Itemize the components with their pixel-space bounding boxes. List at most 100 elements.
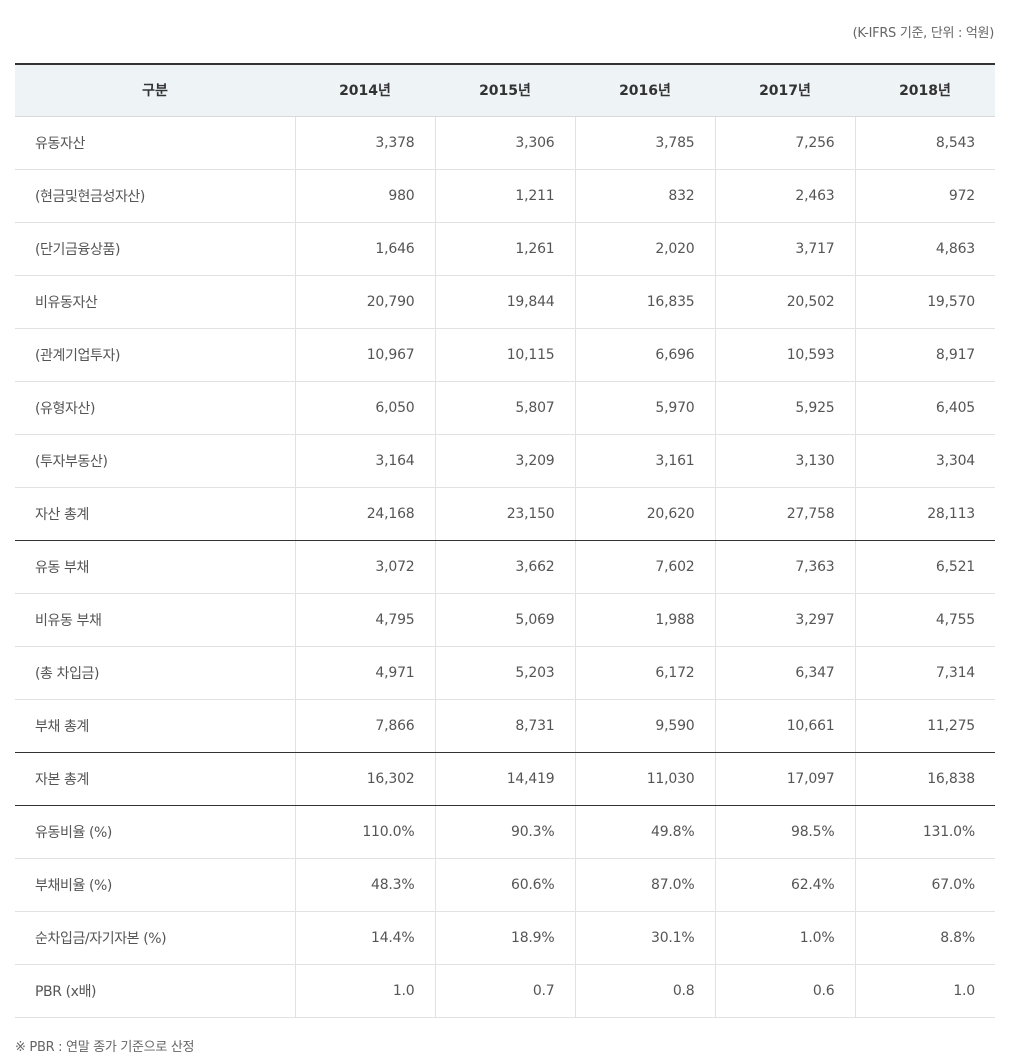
- row-value: 14,419: [434, 752, 575, 806]
- header-2014: 2014년: [295, 63, 435, 117]
- row-value: 20,790: [294, 275, 435, 329]
- row-value: 131.0%: [854, 805, 995, 859]
- row-value: 6,172: [574, 646, 715, 700]
- row-value: 20,502: [714, 275, 855, 329]
- row-value: 0.8: [574, 964, 715, 1018]
- row-value: 19,570: [854, 275, 995, 329]
- row-value: 8,917: [854, 328, 995, 382]
- row-label: (현금및현금성자산): [15, 169, 295, 223]
- row-value: 3,662: [434, 540, 575, 594]
- row-value: 3,072: [294, 540, 435, 594]
- header-2015: 2015년: [435, 63, 575, 117]
- table-row: 자본 총계 16,302 14,419 11,030 17,097 16,838: [15, 752, 995, 806]
- row-value: 4,863: [854, 222, 995, 276]
- row-value: 19,844: [434, 275, 575, 329]
- row-value: 8,543: [854, 116, 995, 170]
- table-row: (관계기업투자) 10,967 10,115 6,696 10,593 8,917: [15, 328, 995, 382]
- row-value: 1,211: [434, 169, 575, 223]
- row-value: 28,113: [854, 487, 995, 541]
- row-value: 6,696: [574, 328, 715, 382]
- row-label: (총 차입금): [15, 646, 295, 700]
- row-value: 60.6%: [434, 858, 575, 912]
- row-label: 자본 총계: [15, 752, 295, 806]
- row-value: 6,347: [714, 646, 855, 700]
- row-value: 30.1%: [574, 911, 715, 965]
- table-row: 유동비율 (%) 110.0% 90.3% 49.8% 98.5% 131.0%: [15, 805, 995, 859]
- row-value: 3,209: [434, 434, 575, 488]
- row-value: 10,967: [294, 328, 435, 382]
- row-value: 5,203: [434, 646, 575, 700]
- header-2018: 2018년: [855, 63, 995, 117]
- row-value: 7,256: [714, 116, 855, 170]
- row-value: 17,097: [714, 752, 855, 806]
- table-row: 부채 총계 7,866 8,731 9,590 10,661 11,275: [15, 699, 995, 753]
- row-value: 10,593: [714, 328, 855, 382]
- table-row: 비유동 부채 4,795 5,069 1,988 3,297 4,755: [15, 593, 995, 647]
- row-value: 48.3%: [294, 858, 435, 912]
- row-value: 5,970: [574, 381, 715, 435]
- row-value: 3,717: [714, 222, 855, 276]
- row-value: 4,755: [854, 593, 995, 647]
- row-label: 자산 총계: [15, 487, 295, 541]
- row-value: 980: [294, 169, 435, 223]
- row-value: 67.0%: [854, 858, 995, 912]
- row-value: 4,971: [294, 646, 435, 700]
- row-value: 2,020: [574, 222, 715, 276]
- row-value: 5,925: [714, 381, 855, 435]
- row-value: 90.3%: [434, 805, 575, 859]
- table-row: 유동자산 3,378 3,306 3,785 7,256 8,543: [15, 116, 995, 170]
- row-value: 16,835: [574, 275, 715, 329]
- row-value: 3,785: [574, 116, 715, 170]
- row-value: 98.5%: [714, 805, 855, 859]
- table-row: (단기금융상품) 1,646 1,261 2,020 3,717 4,863: [15, 222, 995, 276]
- row-value: 3,161: [574, 434, 715, 488]
- table-row: (총 차입금) 4,971 5,203 6,172 6,347 7,314: [15, 646, 995, 700]
- header-2017: 2017년: [715, 63, 855, 117]
- row-value: 0.6: [714, 964, 855, 1018]
- row-value: 4,795: [294, 593, 435, 647]
- row-value: 1.0: [294, 964, 435, 1018]
- row-value: 1.0: [854, 964, 995, 1018]
- table-row: 자산 총계 24,168 23,150 20,620 27,758 28,113: [15, 487, 995, 541]
- row-value: 110.0%: [294, 805, 435, 859]
- row-value: 8,731: [434, 699, 575, 753]
- row-label: 비유동 부채: [15, 593, 295, 647]
- table-row: 비유동자산 20,790 19,844 16,835 20,502 19,570: [15, 275, 995, 329]
- row-label: 유동자산: [15, 116, 295, 170]
- row-value: 11,275: [854, 699, 995, 753]
- table-row: (투자부동산) 3,164 3,209 3,161 3,130 3,304: [15, 434, 995, 488]
- row-value: 87.0%: [574, 858, 715, 912]
- row-value: 972: [854, 169, 995, 223]
- row-value: 6,521: [854, 540, 995, 594]
- table-row: 유동 부채 3,072 3,662 7,602 7,363 6,521: [15, 540, 995, 594]
- row-label: (투자부동산): [15, 434, 295, 488]
- row-value: 1,261: [434, 222, 575, 276]
- row-value: 27,758: [714, 487, 855, 541]
- table-row: PBR (x배) 1.0 0.7 0.8 0.6 1.0: [15, 964, 995, 1018]
- row-value: 2,463: [714, 169, 855, 223]
- row-value: 20,620: [574, 487, 715, 541]
- row-label: (유형자산): [15, 381, 295, 435]
- table-row: (유형자산) 6,050 5,807 5,970 5,925 6,405: [15, 381, 995, 435]
- row-value: 8.8%: [854, 911, 995, 965]
- row-value: 23,150: [434, 487, 575, 541]
- table-row: (현금및현금성자산) 980 1,211 832 2,463 972: [15, 169, 995, 223]
- row-value: 18.9%: [434, 911, 575, 965]
- row-value: 7,314: [854, 646, 995, 700]
- row-value: 832: [574, 169, 715, 223]
- row-value: 3,306: [434, 116, 575, 170]
- row-value: 10,115: [434, 328, 575, 382]
- financial-table: 구분 2014년 2015년 2016년 2017년 2018년 유동자산 3,3…: [15, 63, 995, 1018]
- row-label: PBR (x배): [15, 964, 295, 1018]
- row-label: (관계기업투자): [15, 328, 295, 382]
- row-label: 유동 부채: [15, 540, 295, 594]
- row-value: 0.7: [434, 964, 575, 1018]
- row-value: 3,378: [294, 116, 435, 170]
- table-row: 순차입금/자기자본 (%) 14.4% 18.9% 30.1% 1.0% 8.8%: [15, 911, 995, 965]
- row-value: 1,646: [294, 222, 435, 276]
- row-label: (단기금융상품): [15, 222, 295, 276]
- table-row: 부채비율 (%) 48.3% 60.6% 87.0% 62.4% 67.0%: [15, 858, 995, 912]
- row-value: 5,807: [434, 381, 575, 435]
- row-value: 11,030: [574, 752, 715, 806]
- row-label: 유동비율 (%): [15, 805, 295, 859]
